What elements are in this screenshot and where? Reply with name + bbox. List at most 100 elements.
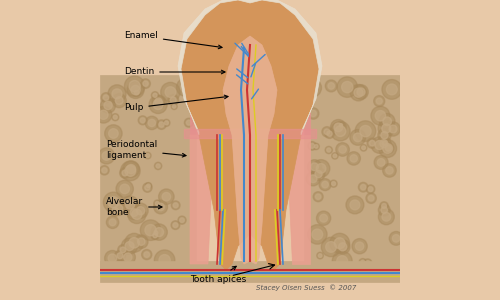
Circle shape <box>350 85 366 101</box>
Circle shape <box>327 131 332 136</box>
Circle shape <box>154 162 162 169</box>
Circle shape <box>112 207 118 214</box>
Circle shape <box>309 175 317 183</box>
Circle shape <box>382 144 392 153</box>
Circle shape <box>173 223 178 227</box>
Circle shape <box>332 153 338 159</box>
Circle shape <box>171 221 180 230</box>
Circle shape <box>371 137 388 153</box>
Circle shape <box>174 203 178 208</box>
Circle shape <box>376 98 382 104</box>
Circle shape <box>144 152 151 159</box>
Circle shape <box>359 259 366 266</box>
Circle shape <box>324 129 330 135</box>
Circle shape <box>339 146 346 153</box>
Circle shape <box>159 255 170 266</box>
Circle shape <box>143 81 148 86</box>
Circle shape <box>138 238 145 245</box>
Circle shape <box>327 148 331 152</box>
Circle shape <box>315 170 322 178</box>
Circle shape <box>172 105 176 108</box>
Circle shape <box>110 205 121 216</box>
Circle shape <box>340 124 342 127</box>
Circle shape <box>102 168 107 173</box>
Circle shape <box>386 167 393 174</box>
Circle shape <box>318 254 322 257</box>
Circle shape <box>120 161 140 181</box>
Circle shape <box>306 172 320 186</box>
Circle shape <box>115 205 123 212</box>
Circle shape <box>154 250 175 271</box>
Circle shape <box>312 167 325 181</box>
Circle shape <box>330 233 349 253</box>
Polygon shape <box>181 0 319 270</box>
Circle shape <box>124 233 144 252</box>
Circle shape <box>376 136 391 151</box>
Polygon shape <box>271 75 310 135</box>
Circle shape <box>347 152 360 165</box>
Circle shape <box>108 129 118 138</box>
Circle shape <box>350 130 366 145</box>
Circle shape <box>168 94 178 105</box>
Circle shape <box>163 119 170 126</box>
Circle shape <box>352 238 367 254</box>
Circle shape <box>346 196 364 214</box>
Circle shape <box>156 120 166 129</box>
Circle shape <box>330 180 337 187</box>
Circle shape <box>358 182 368 192</box>
Circle shape <box>380 139 388 148</box>
Circle shape <box>130 209 138 217</box>
Circle shape <box>378 129 391 142</box>
Circle shape <box>104 101 112 110</box>
Circle shape <box>337 77 357 97</box>
Circle shape <box>170 97 176 103</box>
Circle shape <box>313 143 320 150</box>
Circle shape <box>336 256 347 267</box>
Circle shape <box>383 117 392 126</box>
Circle shape <box>308 160 322 174</box>
Circle shape <box>319 178 331 190</box>
Text: Enamel: Enamel <box>124 32 222 49</box>
Circle shape <box>366 185 375 194</box>
Circle shape <box>320 214 328 222</box>
Circle shape <box>145 116 158 130</box>
Circle shape <box>378 204 390 216</box>
Circle shape <box>154 231 158 235</box>
Circle shape <box>153 93 157 97</box>
Circle shape <box>386 145 392 151</box>
Circle shape <box>386 122 400 136</box>
Circle shape <box>145 224 156 236</box>
Circle shape <box>360 260 365 264</box>
Circle shape <box>140 118 145 123</box>
Circle shape <box>180 82 190 92</box>
Circle shape <box>146 184 150 188</box>
Text: Dentin: Dentin <box>124 68 225 76</box>
Circle shape <box>180 218 184 222</box>
Circle shape <box>367 138 378 148</box>
Circle shape <box>366 193 376 203</box>
Circle shape <box>127 82 144 98</box>
Circle shape <box>117 253 123 259</box>
Circle shape <box>126 164 136 174</box>
Circle shape <box>176 78 194 96</box>
Circle shape <box>374 155 388 170</box>
Circle shape <box>99 110 108 119</box>
Circle shape <box>308 142 316 150</box>
Circle shape <box>342 82 353 93</box>
Circle shape <box>112 114 119 121</box>
Polygon shape <box>178 0 322 135</box>
Polygon shape <box>286 135 310 264</box>
Circle shape <box>312 160 330 177</box>
Circle shape <box>310 163 318 171</box>
Circle shape <box>362 146 366 150</box>
Circle shape <box>382 204 386 208</box>
Circle shape <box>116 97 123 104</box>
Circle shape <box>158 189 174 204</box>
Circle shape <box>316 194 321 200</box>
Polygon shape <box>190 75 229 135</box>
Circle shape <box>108 85 126 103</box>
Circle shape <box>378 120 394 137</box>
Circle shape <box>153 100 163 110</box>
Circle shape <box>313 192 323 202</box>
Circle shape <box>316 211 330 225</box>
